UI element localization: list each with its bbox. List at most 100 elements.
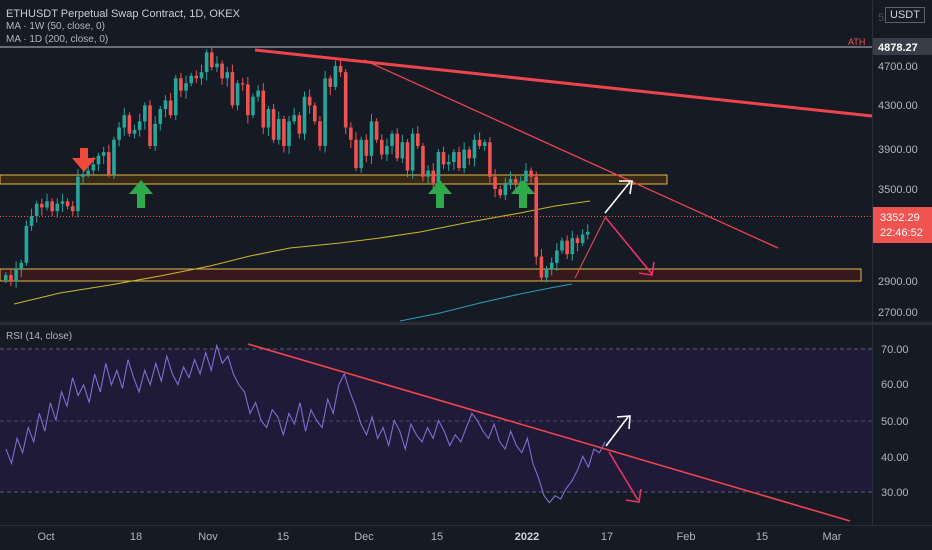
price-tick-4700: 4700.00 [878,61,918,73]
candle-body [369,121,374,156]
support-zone[interactable] [0,268,862,282]
candle-body [416,133,420,146]
rsi-trendline[interactable] [247,343,851,522]
candle-body [364,139,369,156]
candle-body [343,72,348,128]
ma-1w-legend[interactable]: MA · 1W (50, close, 0) [6,21,105,32]
candle-body [338,66,343,73]
bearish-projection-arrow [605,217,655,276]
candle-body [19,262,24,269]
candle-body [379,139,384,155]
current-price-label: 3352.29 [880,212,920,224]
candle-body [132,129,137,134]
candle-body [452,152,456,162]
candle-body [426,170,430,177]
candle-body [534,176,539,257]
candle-body [256,90,260,97]
candle-body [462,149,466,169]
rsi-axis[interactable]: 70.00 60.00 50.00 40.00 30.00 [881,344,909,499]
candle-body [184,83,188,91]
candle-body [405,142,410,171]
long-resistance-trendline[interactable] [254,48,873,118]
candle-body [148,105,152,146]
candle-body [153,123,157,146]
price-tick-4300: 4300.00 [878,100,918,112]
rsi-legend[interactable]: RSI (14, close) [6,331,73,342]
candle-body [560,240,564,251]
rsi-line [5,343,606,504]
candle-body [50,201,54,212]
candle-body [199,72,204,79]
up-arrow-green-1 [129,180,153,208]
candle-body [441,152,446,165]
candle-body [297,115,302,134]
ma-200-line [13,200,591,305]
candle-body [91,164,96,171]
candle-body [565,240,569,255]
candle-body [544,268,549,278]
rsi-bearish-arrow [608,451,642,503]
candle-body [585,231,590,235]
candle-body [549,262,554,269]
candle-body [220,63,224,79]
candle-body [215,63,219,68]
candlestick-series [4,47,590,288]
candle-body [292,115,296,122]
candle-body [318,121,322,146]
candle-body [70,206,75,212]
price-tick-2900: 2900.00 [878,276,918,288]
candle-body [359,139,363,169]
candle-body [374,121,379,140]
candle-body [508,179,513,183]
time-label-mar: Mar [823,531,842,543]
ath-tag: ATH [848,37,865,47]
candle-body [29,216,34,226]
candle-body [395,133,399,159]
candle-body [575,238,580,244]
candle-body [112,139,116,175]
price-tick-2700: 2700.00 [878,307,918,319]
candle-body [261,90,266,128]
ma-1d-legend[interactable]: MA · 1D (200, close, 0) [6,34,109,45]
candle-body [385,145,389,155]
candle-body [230,72,235,106]
candle-body [24,225,29,263]
descending-trendline[interactable] [363,59,779,249]
price-pane [0,0,932,322]
candle-body [266,109,271,128]
time-label-15a: 15 [277,531,289,543]
candle-body [271,109,276,140]
candle-body [503,182,508,196]
candle-body [287,121,291,146]
candle-body [189,75,193,84]
rsi-tick-70: 70.00 [881,344,909,356]
candle-body [158,109,163,124]
candle-body [235,83,240,106]
candle-body [570,238,575,255]
candle-body [127,115,132,134]
candle-body [96,155,101,165]
candle-body [555,250,559,263]
candle-body [204,52,209,73]
candle-body [482,142,487,146]
candle-body [101,152,106,156]
resistance-zone[interactable] [0,174,668,185]
time-label-feb: Feb [677,531,696,543]
candle-body [421,145,425,177]
candle-body [328,78,333,87]
candle-body [524,170,528,182]
candle-body [410,133,415,171]
currency-button[interactable]: USDT [885,7,925,23]
up-arrow-green-3 [511,180,535,208]
candle-body [477,139,482,146]
candle-body [179,78,183,91]
countdown-label: 22:46:52 [880,227,923,239]
candle-body [65,201,70,207]
ascending-support-line[interactable] [574,215,607,279]
candle-body [117,127,121,140]
time-axis[interactable]: Oct 18 Nov 15 Dec 15 2022 17 Feb 15 Mar [37,531,841,543]
candle-body [45,201,49,208]
candle-body [4,275,8,281]
candle-body [86,170,90,175]
